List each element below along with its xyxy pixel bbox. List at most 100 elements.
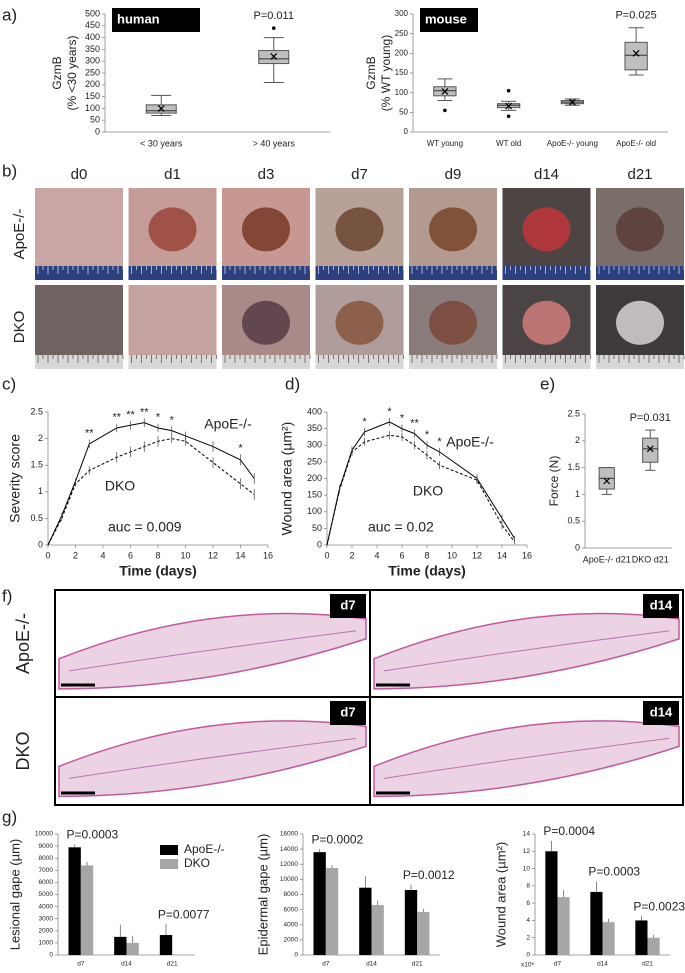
mean-marker [646,445,654,453]
tissue-section [373,612,680,690]
significance: * [238,442,243,454]
bar [159,935,173,955]
outlier [506,88,511,93]
day-tag-label: d7 [340,704,355,719]
tissue-detail [68,630,357,672]
axis-note: x10⁶ [521,962,534,969]
photo-row-label: DKO [11,311,28,344]
p-value: P=0.0003 [67,827,119,841]
panel-label: e) [540,374,555,393]
chart-title: mouse [425,11,467,26]
panel-label: c) [2,374,16,393]
photo-column-label: d0 [71,166,88,183]
significance: * [400,413,405,425]
y-tick-label: 12 [523,848,531,855]
y-tick-label: 10000 [35,831,53,838]
ruler [409,355,497,369]
y-tick-label: 500 [85,8,100,18]
panel-label: a) [2,5,17,24]
ruler [409,266,497,280]
bar [371,905,384,955]
wound [429,207,477,252]
y-tick-label: 0 [575,542,580,552]
x-tick-label: d21 [167,961,178,968]
box [642,437,659,463]
x-tick-label: d7 [322,961,330,968]
y-tick-label: 0 [294,952,298,959]
tissue-detail [383,630,670,672]
x-tick-label: 8 [424,550,429,560]
panel-label: f) [2,586,12,605]
y-tick-label: 16000 [280,831,298,838]
y-tick-label: 200 [395,48,409,57]
series-line [326,421,515,546]
x-tick-label: d14 [597,961,608,968]
box [624,41,648,71]
bar [647,937,660,955]
mean-marker [632,49,640,57]
y-tick-label: 250 [307,456,322,466]
p-value: P=0.0004 [543,824,595,838]
photo-row-label: ApoE-/- [11,209,28,260]
y-tick-label: 8000 [39,855,54,862]
outlier [443,108,447,113]
photo-column-label: d9 [445,166,462,183]
y-axis-label: Severity score [7,434,23,523]
day-tag [330,701,366,725]
wound-photo [35,188,123,280]
x-tick-label: WT old [496,139,521,148]
histology-row-label: ApoE-/- [13,613,33,674]
x-tick-label: 4 [374,550,379,560]
panel-label: g) [2,807,17,826]
y-tick-label: 10 [523,865,531,872]
chart-title: human [117,11,160,26]
x-axis-label: Time (days) [119,563,197,579]
x-tick-label: 10 [180,550,190,560]
y-tick-label: 2 [526,934,530,941]
x-tick-label: 6 [399,550,404,560]
y-tick-label: 200 [307,473,322,483]
tissue-section [373,720,680,798]
series-label: ApoE-/- [446,434,494,450]
significance: * [437,436,442,448]
significance: * [170,414,175,426]
y-tick-label: 400 [307,406,322,416]
x-tick-label: < 30 years [140,138,183,148]
y-axis-label: (% WT young) [379,35,393,111]
bar [114,936,127,955]
day-tag-label: d7 [340,597,355,612]
x-tick-label: 4 [100,550,105,560]
y-tick-label: 0.5 [567,516,580,526]
ruler [315,355,404,369]
y-tick-label: 350 [85,44,100,54]
x-tick-label: ApoE-/- d21 [583,554,631,564]
p-value: P=0.0012 [403,868,455,882]
day-tag-label: d14 [650,597,673,612]
x-tick-label: 2 [349,550,354,560]
x-tick-label: DKO d21 [632,554,669,564]
bar [68,847,81,955]
ruler [596,355,684,369]
y-axis-label: Wound area (µm²) [493,842,508,948]
significance: ** [112,412,121,424]
x-tick-label: ApoE-/- young [547,139,598,148]
p-value: P=0.0077 [158,907,210,921]
y-tick-label: 12000 [280,861,298,868]
outlier [271,26,276,30]
x-tick-label: 0 [324,550,329,560]
y-tick-label: 0 [317,539,322,549]
wound [148,207,197,252]
chart-title-box [112,8,200,32]
y-tick-label: 4000 [39,903,54,910]
mean-marker [568,98,576,106]
wound [335,207,384,252]
y-tick-label: 2 [38,433,43,443]
bar [359,887,372,955]
x-tick-label: 6 [128,550,133,560]
y-tick-label: 150 [307,490,322,500]
significance: * [387,406,392,418]
y-tick-label: 6000 [39,879,54,886]
y-tick-label: 100 [307,506,322,516]
x-tick-label: d14 [366,961,377,968]
